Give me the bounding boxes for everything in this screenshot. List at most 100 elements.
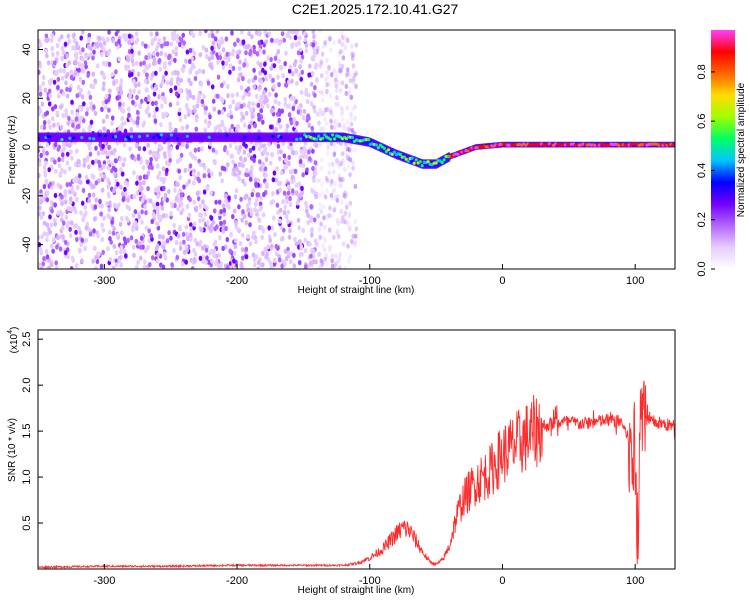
spectrogram-cell xyxy=(138,244,143,250)
spectrogram-cell xyxy=(273,55,278,62)
colorbar-label: Normalized spectral amplitude xyxy=(736,82,747,217)
spectrogram-cell xyxy=(181,142,185,148)
spectrogram-cell xyxy=(336,159,341,165)
spectrogram-cell xyxy=(46,60,51,66)
spectrogram-cell xyxy=(348,200,353,206)
spectrogram-cell xyxy=(250,114,254,120)
spectrogram-cell xyxy=(130,58,135,64)
spectrogram-cell xyxy=(340,219,344,225)
spectrogram-cell xyxy=(286,190,291,196)
spectrogram-cell xyxy=(339,67,343,73)
spectrogram-cell xyxy=(115,204,119,210)
spectrogram-cell xyxy=(142,60,146,66)
spectrogram-cell xyxy=(111,230,116,236)
spectrogram-cell xyxy=(243,91,247,97)
spectrogram-cell xyxy=(288,228,292,234)
spectrogram-cell xyxy=(152,60,156,66)
spectrogram-cell xyxy=(327,64,331,70)
spectrogram-cell xyxy=(231,214,235,220)
spectrogram-cell xyxy=(350,55,355,61)
spectrogram-cell xyxy=(161,111,165,118)
spectrogram-cell xyxy=(288,259,293,265)
spectrogram-cell xyxy=(77,123,81,129)
spectrogram-cell xyxy=(279,170,284,176)
spectrogram-cell xyxy=(163,64,167,70)
colorbar-ticks: 0.00.20.40.60.8 xyxy=(696,64,715,277)
spectrogram-cell xyxy=(275,202,280,208)
spectrogram-cell xyxy=(196,196,201,202)
spectrogram-cell xyxy=(192,180,196,186)
spectrogram-cell xyxy=(80,68,84,74)
spectrogram-x-tick-label: -200 xyxy=(226,275,248,287)
spectrogram-cell xyxy=(78,49,83,56)
spectrogram-cell xyxy=(179,37,184,43)
spectrogram-cell xyxy=(264,76,269,82)
spectrogram-cell xyxy=(318,234,323,240)
spectrogram-cell xyxy=(155,201,160,207)
spectrogram-cell xyxy=(254,181,258,187)
spectrogram-cell xyxy=(175,144,180,150)
spectrogram-cell xyxy=(197,94,201,100)
spectrogram-cell xyxy=(167,188,171,194)
spectrogram-cell xyxy=(321,125,326,131)
spectrogram-cell xyxy=(43,87,48,93)
spectrogram-cell xyxy=(61,152,65,158)
spectrogram-x-tick-label: 0 xyxy=(499,275,505,287)
spectrogram-cell xyxy=(97,35,102,42)
spectrogram-cell xyxy=(318,62,322,69)
spectrogram-cell xyxy=(106,184,110,190)
spectrogram-cell xyxy=(330,213,334,219)
spectrogram-cell xyxy=(193,108,197,114)
spectrogram-cell xyxy=(242,149,247,155)
spectrogram-cell xyxy=(337,172,342,178)
spectrogram-cell xyxy=(42,184,47,190)
spectrogram-cell xyxy=(268,160,273,166)
spectrogram-cell xyxy=(202,173,206,179)
spectrogram-cell xyxy=(185,203,190,210)
spectrogram-cell xyxy=(347,226,352,232)
spectrogram-cell xyxy=(335,158,339,164)
spectrogram-cell xyxy=(45,37,49,44)
snr-x-tick-label: -300 xyxy=(93,575,115,587)
spectrogram-cell xyxy=(278,40,282,47)
spectrogram-cell xyxy=(334,263,339,269)
spectrogram-ridge-core xyxy=(410,156,414,160)
spectrogram-cell xyxy=(332,149,337,155)
spectrogram-ridge-core xyxy=(165,137,169,141)
spectrogram-cell xyxy=(341,240,346,247)
spectrogram-cell xyxy=(225,51,229,57)
spectrogram-cell xyxy=(230,153,235,159)
spectrogram-cell xyxy=(135,119,140,125)
spectrogram-cell xyxy=(239,103,244,109)
spectrogram-cell xyxy=(178,224,182,230)
spectrogram-cell xyxy=(104,93,109,99)
spectrogram-cell xyxy=(351,79,356,85)
spectrogram-cell xyxy=(53,60,57,66)
spectrogram-cell xyxy=(323,238,328,244)
spectrogram-cell xyxy=(63,239,68,245)
spectrogram-cell xyxy=(224,198,228,204)
spectrogram-cell xyxy=(323,224,327,230)
spectrogram-cell xyxy=(323,107,328,113)
spectrogram-cell xyxy=(211,219,216,225)
spectrogram-cell xyxy=(193,258,197,264)
spectrogram-cell xyxy=(114,41,119,47)
spectrogram-cell xyxy=(304,264,308,269)
spectrogram-cell xyxy=(233,244,238,250)
spectrogram-cell xyxy=(39,192,43,198)
spectrogram-cell xyxy=(212,248,217,254)
spectrogram-cell xyxy=(337,182,342,189)
spectrogram-cell xyxy=(77,225,81,231)
spectrogram-cell xyxy=(102,40,107,46)
spectrogram-cell xyxy=(219,220,223,226)
spectrogram-cell xyxy=(210,54,215,60)
spectrogram-cell xyxy=(325,188,329,194)
spectrogram-cell xyxy=(89,182,93,188)
spectrogram-cell xyxy=(70,99,74,105)
spectrogram-cell xyxy=(309,260,313,266)
spectrogram-cell xyxy=(73,70,78,76)
spectrogram-cell xyxy=(334,74,339,80)
spectrogram-cell xyxy=(42,220,47,226)
spectrogram-cell xyxy=(310,125,315,131)
spectrogram-cell xyxy=(320,51,325,57)
